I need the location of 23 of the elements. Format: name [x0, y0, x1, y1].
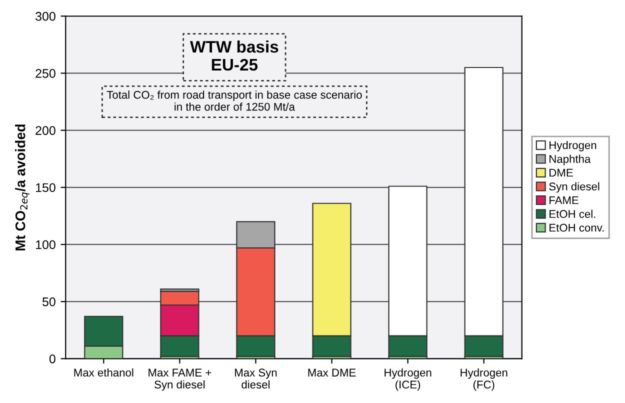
- x-tick-label: Max FAME + Syn diesel: [148, 368, 212, 391]
- legend-label: Naphtha: [550, 154, 591, 166]
- annotation: WTW basis EU-25: [190, 40, 278, 71]
- legend-label: Syn diesel: [549, 182, 600, 193]
- x-tick-label: Max Syn diesel: [235, 368, 277, 389]
- legend-label: EtOH cel.: [550, 210, 596, 218]
- y-tick-label: 100: [36, 240, 56, 250]
- y-axis-title: Mt CO$_{2eq}$/a avoided: [15, 124, 30, 250]
- legend-label: FAME: [550, 196, 578, 204]
- legend-label: EtOH conv.: [550, 224, 604, 232]
- x-tick-label: Hydrogen (ICE): [384, 368, 432, 391]
- legend-label: DME: [550, 168, 573, 177]
- y-tick-label: 300: [36, 12, 56, 21]
- y-tick-label: 0: [49, 354, 56, 364]
- annotation: Total CO₂ from road transport in base case scenario in the order of 1250 Mt/a: [106, 90, 362, 111]
- x-tick-label: Hydrogen (FC): [460, 368, 508, 391]
- y-tick-label: 50: [42, 297, 56, 306]
- y-tick-label: 150: [36, 183, 56, 192]
- legend-label: Hydrogen: [550, 140, 596, 152]
- y-tick-label: 200: [36, 126, 56, 135]
- x-tick-label: Max DME: [308, 368, 356, 377]
- y-tick-label: 250: [36, 69, 56, 78]
- x-tick-label: Max ethanol: [74, 368, 134, 377]
